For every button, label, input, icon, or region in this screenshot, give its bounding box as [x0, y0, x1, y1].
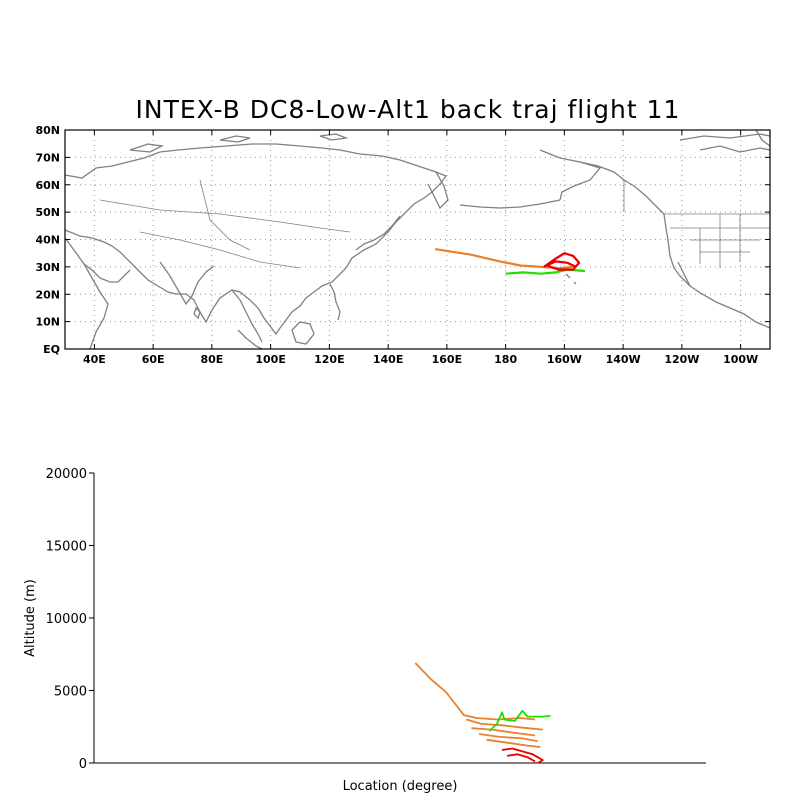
canada-islands-coast — [699, 145, 771, 153]
alaska-coast — [559, 161, 602, 201]
map-trajectory-orange — [434, 248, 574, 270]
lat-tick-label: 70N — [35, 151, 60, 164]
profile-trajectory-red — [506, 753, 536, 763]
profile-trajectory-orange — [478, 733, 538, 743]
lat-tick-label: 20N — [35, 288, 60, 301]
asia-border-1 — [99, 199, 351, 233]
india-coast — [159, 261, 215, 306]
lat-tick-label: 30N — [35, 261, 60, 274]
lon-tick-label: 100W — [723, 353, 758, 366]
alt-tick-label: 15000 — [46, 540, 87, 555]
profile-trajectory-orange — [466, 718, 543, 731]
map-title: INTEX-B DC8-Low-Alt1 back traj flight 11 — [136, 95, 681, 124]
lat-tick-label: 80N — [35, 124, 60, 137]
sumatra-coast — [237, 329, 263, 350]
lon-tick-label: 140E — [373, 353, 403, 366]
baja-coast — [677, 261, 691, 287]
profile-ylabel: Altitude (m) — [23, 579, 38, 657]
srilanka-coast — [193, 306, 201, 320]
profile-panel: 0 5000 10000 15000 20000 Altitude (m) Locati… — [23, 467, 706, 794]
alt-tick-label: 10000 — [46, 612, 87, 627]
profile-axes: 0 5000 10000 15000 20000 — [46, 467, 94, 772]
lon-tick-label: 120E — [314, 353, 344, 366]
north-america-coast — [539, 149, 771, 329]
alt-tick-label: 0 — [79, 757, 87, 772]
lat-tick-label: 40N — [35, 234, 60, 247]
greenland-coast — [755, 129, 771, 147]
political-borders — [99, 179, 770, 269]
asia-border-3 — [199, 179, 251, 251]
profile-trajectory-orange — [486, 738, 541, 748]
arabia-coast — [83, 263, 131, 283]
lat-tick-label: 50N — [35, 206, 60, 219]
asia-border-2 — [139, 231, 301, 269]
hawaii-coast — [565, 273, 577, 285]
alt-tick-label: 20000 — [46, 467, 87, 482]
borneo-coast — [291, 321, 315, 345]
map-axes: EQ 10N 20N 30N 40N 50N 60N 70N 80N 40E 60E 80E 100E 1… — [35, 124, 770, 366]
aleutian-coast — [459, 199, 561, 209]
lon-tick-label: 160E — [432, 353, 462, 366]
lon-tick-label: 100E — [255, 353, 285, 366]
profile-trajectories — [414, 662, 551, 764]
na-borders — [623, 180, 770, 268]
profile-trajectory-orange — [471, 727, 536, 737]
lat-tick-label: 60N — [35, 179, 60, 192]
new-siberian-coast — [319, 133, 349, 141]
lat-tick-label: EQ — [43, 343, 60, 356]
philippines-coast — [329, 283, 341, 321]
profile-trajectory-orange — [414, 662, 536, 721]
lon-tick-label: 40E — [83, 353, 106, 366]
alt-tick-label: 5000 — [54, 685, 87, 700]
coastlines — [64, 129, 771, 350]
malay-coast — [231, 289, 263, 343]
profile-trajectory-red — [501, 747, 544, 764]
japan-coast — [355, 215, 401, 251]
lon-tick-label: 180 — [494, 353, 517, 366]
profile-xlabel: Location (degree) — [343, 779, 458, 794]
lon-tick-label: 120W — [664, 353, 699, 366]
lat-tick-label: 10N — [35, 316, 60, 329]
profile-trajectory-green — [488, 709, 551, 732]
novaya-zemlya-coast — [129, 143, 165, 153]
lon-tick-label: 80E — [200, 353, 223, 366]
map-trajectories — [434, 248, 585, 275]
map-panel: EQ 10N 20N 30N 40N 50N 60N 70N 80N 40E 60E 80E 100E 1… — [35, 124, 771, 366]
lon-tick-label: 160W — [547, 353, 582, 366]
lon-tick-label: 140W — [606, 353, 641, 366]
kamchatka-coast — [427, 171, 449, 210]
severnaya-coast — [219, 135, 251, 143]
eurasia-coast — [64, 143, 448, 336]
africa-coast — [64, 237, 109, 350]
arctic-canada-coast — [679, 133, 771, 141]
map-trajectory-red — [543, 252, 581, 271]
lon-tick-label: 60E — [142, 353, 165, 366]
